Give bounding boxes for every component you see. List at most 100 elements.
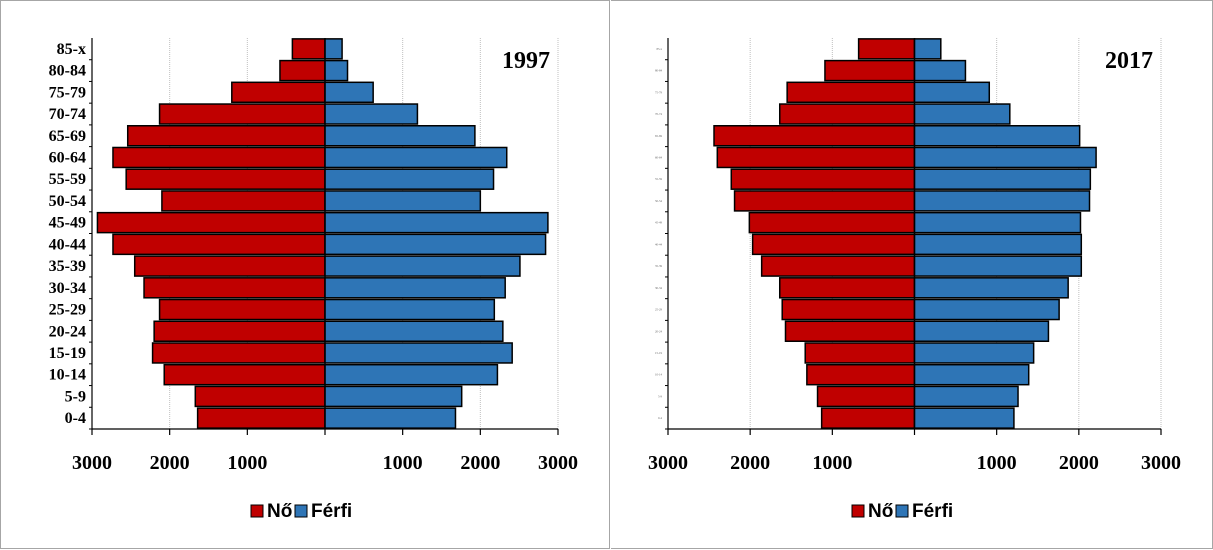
y-tick-label: 0-4 (658, 416, 662, 420)
y-tick-label: 65-69 (655, 134, 662, 138)
bar-male-80-84 (324, 59, 349, 82)
bar-female-75-79 (786, 81, 916, 104)
bar-female-60-64 (716, 146, 916, 169)
y-tick-label: 70-74 (49, 106, 86, 123)
pyramid-panel-2017: 0-4 5-9 10-14 15-19 20-24 25-29 30-34 35-39 40-4… (611, 0, 1213, 549)
y-tick-label: 5-9 (658, 394, 662, 398)
bar-female-85-x (857, 38, 916, 60)
pyramid-panel-1997: 0-4 5-9 10-14 15-19 20-24 25-29 30-34 35-39 40-4… (0, 0, 610, 549)
x-tick-label: 2000 (730, 452, 770, 474)
y-tick-label: 45-49 (49, 215, 86, 232)
bar-female-5-9 (816, 385, 916, 408)
legend-label-female: Nő (868, 501, 893, 522)
y-tick-label: 10-14 (49, 367, 86, 384)
y-tick-label: 20-24 (49, 323, 86, 340)
bar-female-25-29 (158, 298, 326, 321)
legend-label-female: Nő (267, 501, 292, 522)
y-tick-label: 55-59 (655, 177, 662, 181)
y-tick-label: 60-64 (655, 155, 662, 159)
bar-female-5-9 (194, 385, 326, 408)
bar-female-70-74 (158, 103, 326, 125)
y-tick-label: 75-79 (49, 84, 86, 101)
population-pyramid-1997: 0-4 5-9 10-14 15-19 20-24 25-29 30-34 35-39 40-4… (49, 38, 578, 522)
chart-title-year: 1997 (502, 48, 550, 74)
bar-male-60-64 (324, 146, 508, 169)
y-tick-label: 30-34 (655, 286, 662, 290)
bar-male-40-44 (913, 233, 1083, 256)
y-tick-label: 15-19 (49, 345, 86, 362)
bar-male-45-49 (324, 211, 549, 234)
y-tick-label: 25-29 (655, 308, 662, 312)
bar-male-30-34 (324, 277, 506, 299)
y-tick-label: 70-74 (655, 112, 662, 116)
legend-label-male: Férfi (311, 501, 352, 522)
legend-swatch-female (851, 504, 865, 518)
bar-male-50-54 (913, 190, 1091, 212)
bar-male-40-44 (324, 233, 547, 256)
y-tick-label: 35-39 (49, 258, 86, 275)
chart-title-year: 2017 (1105, 48, 1153, 74)
legend-label-male: Férfi (912, 501, 953, 522)
bar-female-45-49 (748, 211, 916, 234)
bar-male-80-84 (913, 59, 967, 82)
legend: Nő Férfi (250, 501, 352, 522)
bar-female-10-14 (806, 363, 916, 386)
bar-female-80-84 (279, 59, 326, 82)
bar-female-35-39 (760, 255, 916, 277)
bar-female-55-59 (730, 168, 916, 190)
bar-female-0-4 (820, 407, 916, 429)
bar-male-65-69 (324, 125, 476, 147)
bar-female-65-69 (713, 125, 916, 147)
y-tick-label: 20-24 (655, 329, 662, 333)
bar-male-35-39 (324, 255, 521, 277)
bar-male-70-74 (324, 103, 419, 125)
x-tick-label: 2000 (460, 452, 500, 474)
y-tick-label: 85-x (657, 47, 663, 51)
y-tick-label: 65-69 (49, 128, 86, 145)
bar-female-65-69 (126, 125, 326, 147)
legend-swatch-male (895, 504, 909, 518)
bar-female-75-79 (231, 81, 326, 104)
bar-female-50-54 (161, 190, 326, 212)
y-tick-label: 55-59 (49, 171, 86, 188)
bar-male-20-24 (913, 320, 1050, 342)
bar-male-15-19 (324, 342, 513, 364)
y-tick-label: 30-34 (49, 280, 86, 297)
x-tick-label: 3000 (72, 452, 112, 474)
bar-female-30-34 (778, 277, 916, 299)
population-pyramid-2017: 0-4 5-9 10-14 15-19 20-24 25-29 30-34 35-39 40-4… (648, 38, 1181, 522)
y-tick-label: 40-44 (655, 242, 662, 246)
bar-male-85-x (324, 38, 343, 60)
bar-male-60-64 (913, 146, 1097, 169)
bar-male-75-79 (913, 81, 991, 104)
x-tick-label: 3000 (1141, 452, 1181, 474)
y-tick-label: 50-54 (49, 193, 86, 210)
legend: Nő Férfi (851, 501, 953, 522)
y-tick-label: 15-19 (655, 351, 662, 355)
bar-male-5-9 (913, 385, 1019, 408)
bar-female-20-24 (784, 320, 916, 342)
bar-female-20-24 (153, 320, 326, 342)
y-tick-label: 25-29 (49, 302, 86, 319)
bar-female-55-59 (125, 168, 326, 190)
bar-male-20-24 (324, 320, 504, 342)
y-tick-label: 0-4 (65, 410, 86, 427)
x-tick-label: 3000 (538, 452, 578, 474)
x-tick-label: 2000 (1059, 452, 1099, 474)
bar-female-15-19 (151, 342, 326, 364)
bar-male-70-74 (913, 103, 1011, 125)
bar-male-50-54 (324, 190, 482, 212)
bar-male-0-4 (324, 407, 457, 429)
bar-female-35-39 (133, 255, 326, 277)
bar-male-45-49 (913, 211, 1082, 234)
x-tick-label: 3000 (648, 452, 688, 474)
x-tick-label: 1000 (227, 452, 267, 474)
y-tick-label: 60-64 (49, 149, 86, 166)
bar-female-0-4 (196, 407, 326, 429)
bar-female-15-19 (804, 342, 916, 364)
bar-female-25-29 (781, 298, 916, 321)
legend-swatch-female (250, 504, 264, 518)
bar-female-50-54 (733, 190, 916, 212)
y-tick-label: 50-54 (655, 199, 662, 203)
y-tick-label: 35-39 (655, 264, 662, 268)
